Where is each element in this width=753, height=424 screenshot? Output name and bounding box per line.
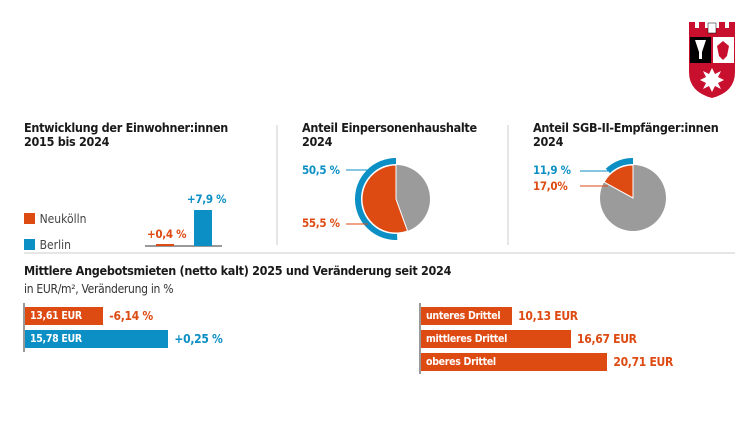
rent-bar-third-1-value: 16,67 EUR — [577, 332, 637, 346]
pie1-label-neukoelln: 55,5 % — [302, 216, 340, 230]
rent-bar-third-0-value: 10,13 EUR — [518, 309, 578, 323]
legend-berlin: Berlin — [24, 234, 71, 253]
rent-bar-third-0: unteres Drittel — [421, 307, 513, 325]
coat-of-arms-logo — [689, 22, 735, 98]
pie2-label-berlin: 11,9 % — [533, 163, 571, 177]
rent-bar-berlin: 15,78 EUR — [25, 330, 169, 348]
arc-berlin — [355, 158, 398, 240]
chart1-title: Entwicklung der Einwohner:innen 2015 bis … — [24, 121, 228, 149]
legend-label: Neukölln — [39, 212, 87, 226]
data-label-berlin: +7,9 % — [187, 192, 227, 206]
rent-bar-berlin-value: +0,25 % — [174, 332, 223, 346]
pie-slice-neukoelln — [361, 164, 409, 234]
chart3-title: Anteil SGB-II-Empfänger:innen 2024 — [533, 120, 719, 149]
chart2-title: Anteil Einpersonenhaushalte 2024 — [302, 121, 477, 149]
legend-neukoelln: Neukölln — [24, 208, 86, 227]
pie-slice-neukoelln — [603, 164, 634, 199]
subtitle-text: 2015 bis 2024 — [24, 134, 110, 149]
data-label-neukoelln: +0,4 % — [147, 227, 187, 241]
rent-bar-neukölln: 13,61 EUR — [25, 307, 104, 325]
pie2-label-neukoelln: 17,0% — [533, 179, 568, 193]
bar-neukölln — [156, 244, 174, 246]
arc-berlin — [605, 158, 634, 174]
bar-berlin — [194, 210, 212, 246]
rent-bar-neukölln-value: -6,14 % — [109, 309, 153, 323]
subtitle-text: 2024 — [533, 134, 564, 149]
title-text: Anteil Einpersonenhaushalte — [302, 120, 477, 135]
rent-title: Mittlere Angebotsmieten (netto kalt) 202… — [24, 263, 452, 278]
rent-bar-third-1: mittleres Drittel — [421, 330, 572, 348]
title-text: Entwicklung der Einwohner:innen — [24, 120, 228, 135]
title-text: Anteil SGB-II-Empfänger:innen — [533, 120, 719, 135]
rent-bar-third-2: oberes Drittel — [421, 353, 608, 371]
legend-label: Berlin — [39, 238, 71, 252]
legend-swatch — [24, 213, 35, 224]
pie1-label-berlin: 50,5 % — [302, 163, 340, 177]
subtitle-text: 2024 — [302, 134, 333, 149]
rent-bar-third-2-value: 20,71 EUR — [613, 355, 674, 369]
rent-subtitle: in EUR/m², Veränderung in % — [24, 282, 174, 296]
legend-swatch — [24, 239, 35, 250]
